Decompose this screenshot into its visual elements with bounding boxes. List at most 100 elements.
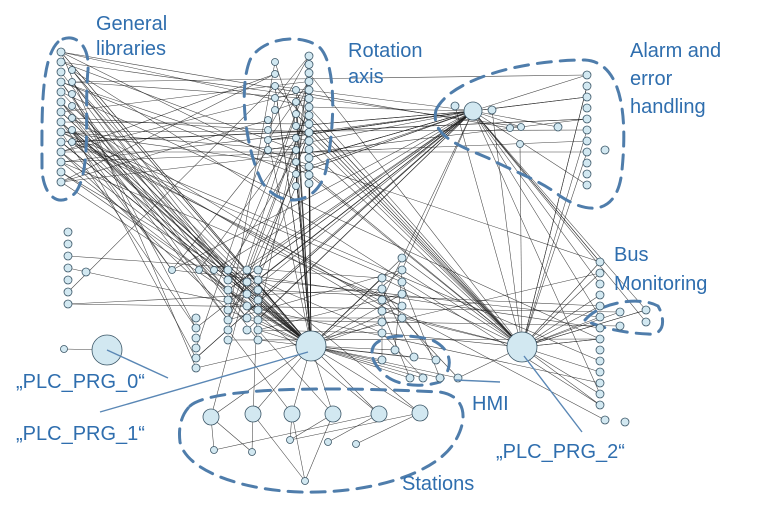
mid-node-b-0 [242, 265, 252, 275]
bus-node-0 [595, 257, 605, 267]
hmi-node-7 [435, 373, 445, 383]
general-node-b-2 [68, 90, 76, 98]
rmid-node-b-0 [397, 253, 407, 263]
edge [310, 345, 424, 379]
bus-node-x1 [615, 307, 625, 317]
mid-node-c-2 [253, 285, 263, 295]
bus-node-x5 [600, 415, 610, 425]
mid-node-c-0 [253, 265, 263, 275]
station-sub-3 [286, 436, 294, 444]
rotation-node-4 [304, 85, 314, 95]
edge [60, 131, 297, 151]
edge [60, 141, 312, 347]
edge [71, 93, 197, 329]
rotation-node-8 [304, 119, 314, 129]
rotation-node-c-4 [271, 106, 279, 114]
bus-node-5 [595, 312, 605, 322]
edge [60, 101, 312, 347]
left-mid-node-1 [63, 239, 73, 249]
edge [308, 110, 474, 133]
rotation-node-15 [304, 179, 314, 188]
general-node-12 [56, 167, 66, 177]
edge [267, 137, 297, 141]
mid-node-a-2 [223, 285, 233, 295]
rotation-node-c-2 [271, 82, 279, 90]
cluster-outline-bus [582, 299, 665, 336]
edge [71, 129, 173, 271]
pointer-plc0 [106, 349, 169, 379]
rotation-node-b-7 [292, 170, 300, 178]
left-mid-x [81, 267, 91, 277]
cluster-label-stations: Stations [402, 473, 474, 495]
edge [71, 81, 312, 347]
rotation-node-10 [304, 136, 314, 146]
bus-node-12 [595, 389, 605, 399]
edge [60, 51, 310, 176]
pointer-hmi [454, 379, 501, 383]
edge [491, 109, 523, 348]
mid-node-d-0 [191, 313, 201, 323]
edge [60, 61, 297, 151]
edge [267, 139, 312, 347]
mid-node-d-3 [191, 343, 201, 353]
edge [60, 73, 276, 183]
edge [252, 413, 306, 482]
edge [519, 143, 523, 348]
cluster-label-rotation: Rotation axis [348, 40, 428, 88]
edge [401, 110, 474, 271]
clusters-layer [40, 36, 665, 494]
edge [308, 110, 474, 167]
bus-node-1 [595, 268, 605, 278]
bus-node-10 [595, 367, 605, 377]
alarm-node-3 [582, 103, 592, 113]
alarm-node-4 [582, 114, 592, 124]
alarm-node-8 [582, 158, 592, 168]
edge [60, 129, 588, 133]
hmi-node-2 [390, 345, 400, 355]
pointer-plc1 [99, 351, 309, 413]
general-node-2 [56, 67, 66, 77]
bus-node-6 [595, 323, 605, 333]
edge [257, 137, 297, 321]
alarm-node-10 [582, 180, 592, 190]
edge [308, 149, 523, 348]
label-pointers [99, 349, 583, 433]
bus-node-9 [595, 356, 605, 366]
mid-node-e3 [210, 266, 218, 274]
cluster-label-bus: Bus Monitoring [614, 244, 707, 295]
left-mid-node-6 [63, 299, 73, 309]
edge [213, 269, 601, 329]
mid-node-a-5 [223, 315, 233, 325]
edge [472, 110, 601, 285]
station-sub-1 [210, 446, 218, 454]
edge [521, 151, 588, 348]
alarm-node-5 [582, 125, 592, 135]
rotation-node-b-0 [292, 86, 300, 94]
edge [257, 319, 621, 327]
alarm-node-l5 [553, 122, 563, 132]
edges-layer [60, 51, 647, 482]
program-label-plc2: „PLC_PRG_2“ [496, 441, 625, 463]
station-node-6 [411, 404, 429, 422]
left-mid-node-3 [63, 263, 73, 273]
edge [257, 110, 474, 301]
mid-node-a-0 [223, 265, 233, 275]
rmid-node-b-3 [397, 289, 407, 299]
alarm-node-1 [582, 81, 592, 91]
general-node-b-5 [68, 126, 76, 134]
edge [308, 115, 523, 348]
bus-node-x6 [620, 417, 630, 427]
rotation-node-9 [304, 128, 314, 137]
edge [60, 131, 310, 167]
mid-node-d-4 [191, 353, 201, 363]
left-mid-node-5 [63, 287, 73, 297]
edge [60, 118, 588, 143]
alarm-node-l4 [517, 123, 525, 131]
bus-node-13 [595, 400, 605, 410]
mid-node-a-6 [223, 325, 233, 335]
edge [257, 185, 297, 281]
general-node-4 [56, 87, 66, 97]
rmid-node-a-5 [377, 328, 387, 338]
mid-node-e2 [195, 266, 203, 274]
edge [171, 149, 269, 271]
